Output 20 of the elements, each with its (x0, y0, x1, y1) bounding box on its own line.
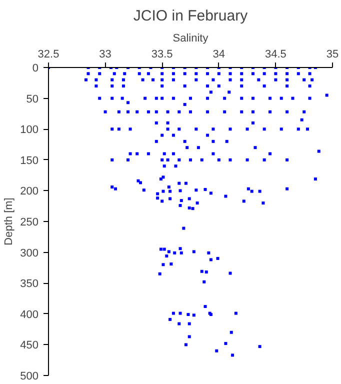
y-tick-label: 500 (20, 370, 39, 382)
x-tick-label: 33.5 (151, 48, 173, 60)
y-tick-label: 100 (20, 124, 39, 136)
y-tick-label: 450 (20, 340, 39, 352)
y-tick-label: 50 (26, 93, 39, 106)
y-tick-label: 350 (20, 278, 39, 290)
y-tick-label: 400 (20, 308, 39, 321)
y-axis-title: Depth [m] (3, 198, 16, 246)
x-axis-title: Salinity (172, 32, 209, 44)
y-tick-label: 150 (20, 154, 39, 167)
x-tick-label: 32.5 (38, 48, 60, 60)
x-tick-label: 34.5 (264, 48, 286, 60)
y-tick-label: 250 (20, 216, 39, 228)
chart-title: JCIO in February (133, 8, 248, 24)
y-tick-label: 200 (20, 186, 39, 198)
x-tick-label: 33 (99, 48, 112, 60)
y-tick-label: 0 (32, 62, 39, 74)
x-tick-label: 35 (326, 48, 339, 60)
y-tick-label: 300 (20, 247, 39, 260)
x-tick-label: 34 (212, 48, 226, 60)
